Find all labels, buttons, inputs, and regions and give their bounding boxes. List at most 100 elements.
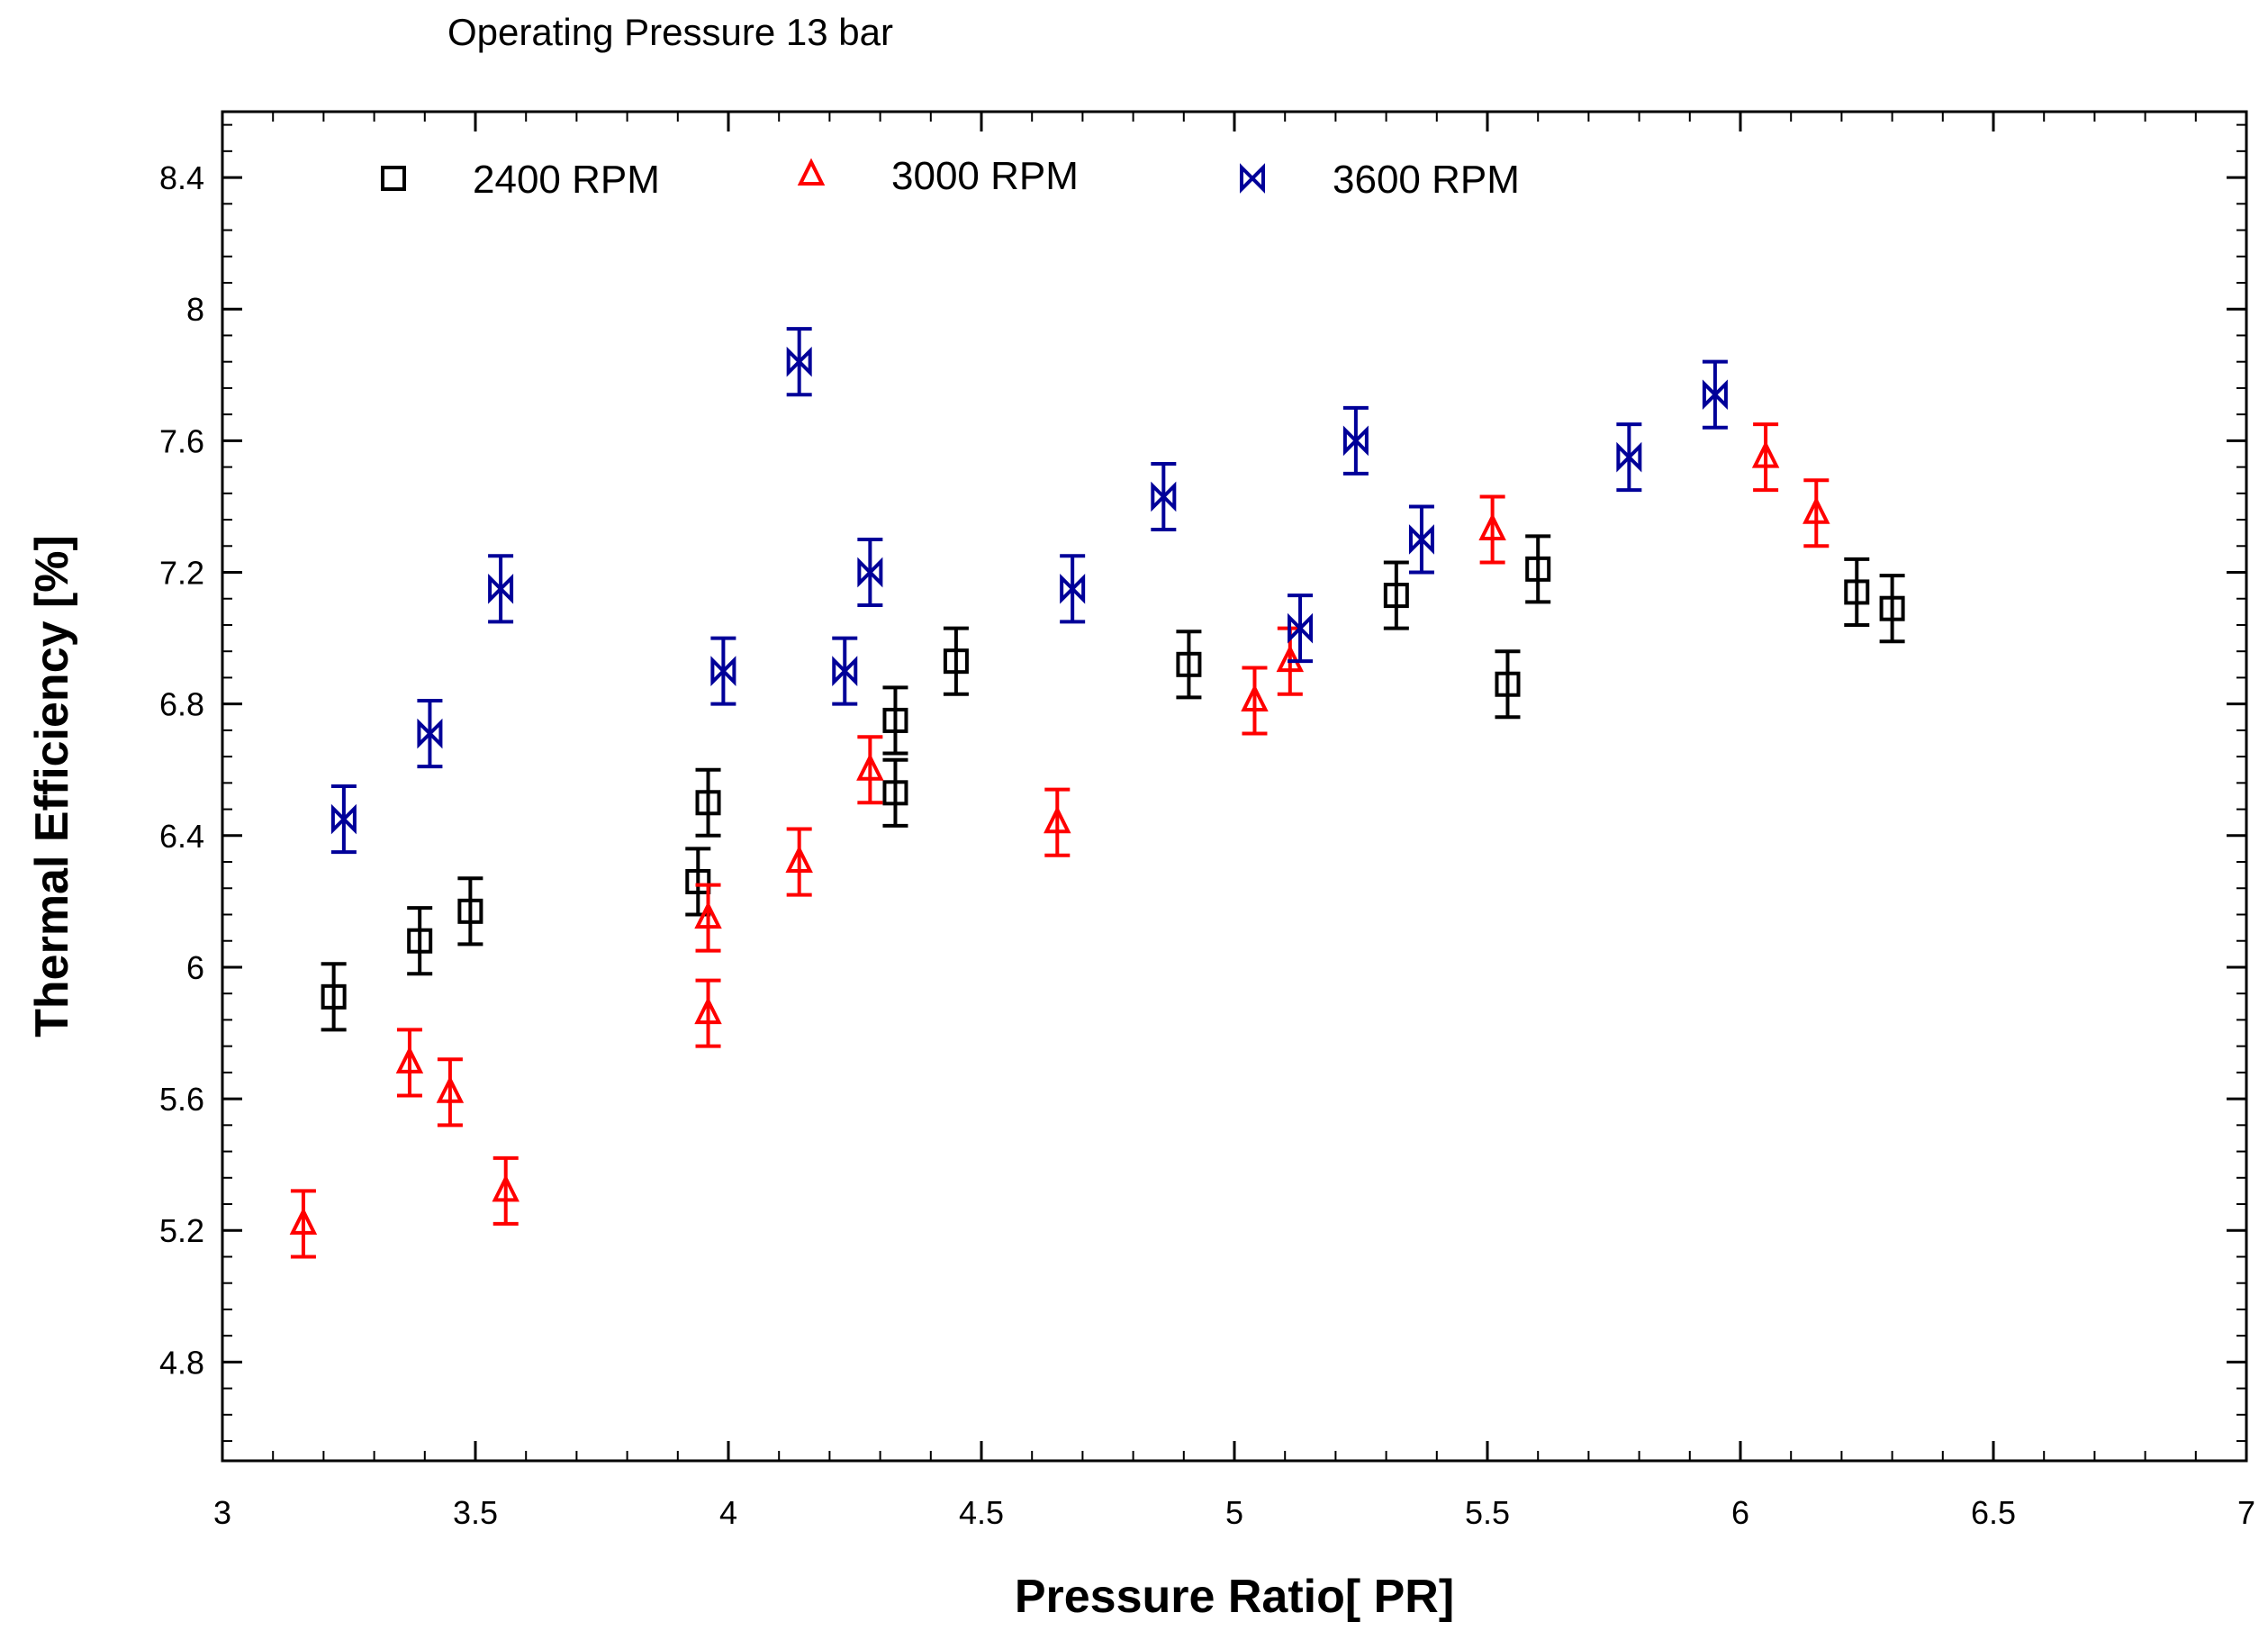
data-point: [1151, 461, 1177, 532]
x-tick-label: 4: [719, 1494, 737, 1531]
data-point: [1751, 422, 1780, 493]
data-point: [330, 784, 357, 855]
series-3600-rpm: [330, 327, 1728, 855]
y-tick-label: 6: [186, 949, 204, 986]
data-point: [943, 626, 969, 696]
y-tick-label: 5.2: [159, 1212, 204, 1249]
y-tick-label: 7.6: [159, 422, 204, 459]
marker-square: [685, 868, 711, 894]
y-tick-label: 6.8: [159, 686, 204, 723]
data-point: [1342, 405, 1369, 476]
marker-triangle: [395, 1046, 424, 1074]
data-point: [695, 767, 721, 838]
data-point: [1525, 534, 1551, 604]
data-point: [685, 847, 711, 917]
series-2400-rpm: [321, 534, 1905, 1032]
data-point: [856, 735, 884, 805]
x-tick-label: 3.5: [453, 1494, 498, 1531]
x-axis: 3 3.5 4 4.5 5 5.5 6 6.5 7: [213, 112, 2255, 1531]
legend-marker-triangle: [797, 158, 826, 186]
marker-hourglass: [1060, 573, 1086, 604]
marker-hourglass: [1616, 441, 1642, 473]
y-tick-label: 7.2: [159, 555, 204, 592]
data-point: [1803, 478, 1830, 548]
legend-marker-square: [381, 166, 406, 191]
x-tick-label: 6.5: [1971, 1494, 2016, 1531]
legend-label: 3000 RPM: [891, 154, 1079, 198]
marker-hourglass: [488, 573, 514, 604]
marker-triangle: [1803, 496, 1830, 524]
data-point: [694, 883, 722, 953]
marker-triangle: [1044, 805, 1071, 834]
marker-hourglass: [1151, 481, 1177, 512]
marker-square: [882, 780, 908, 806]
data-point: [832, 636, 858, 706]
data-point: [492, 1155, 520, 1226]
marker-square: [1495, 671, 1521, 697]
marker-square: [457, 898, 483, 924]
y-tick-label: 4.8: [159, 1344, 204, 1381]
marker-square: [1525, 556, 1551, 582]
x-tick-label: 3: [213, 1494, 231, 1531]
y-tick-label: 8: [186, 291, 204, 328]
data-point: [1844, 557, 1870, 627]
data-point: [1478, 494, 1506, 565]
marker-hourglass: [1702, 379, 1728, 411]
marker-square: [1879, 595, 1905, 621]
marker-triangle: [1241, 684, 1269, 712]
marker-hourglass: [832, 656, 858, 686]
y-axis: 4.8 5.2 5.6 6 6.4 6.8 7.2 7.6 8 8.4: [159, 123, 2246, 1443]
data-point: [457, 876, 483, 947]
marker-square: [1844, 579, 1870, 605]
data-point: [1495, 649, 1521, 720]
marker-triangle: [289, 1207, 318, 1235]
x-tick-label: 4.5: [959, 1494, 1004, 1531]
data-point: [1383, 560, 1409, 630]
x-tick-label: 6: [1731, 1494, 1749, 1531]
data-point: [882, 685, 908, 756]
legend-label: 3600 RPM: [1333, 158, 1520, 202]
legend-item: 3600 RPM: [1240, 158, 1520, 202]
data-point: [1176, 630, 1202, 700]
marker-hourglass: [1408, 524, 1434, 555]
marker-square: [407, 928, 433, 954]
data-point: [882, 757, 908, 828]
data-point: [857, 537, 883, 608]
y-tick-label: 6.4: [159, 818, 204, 855]
data-point: [488, 554, 514, 624]
marker-hourglass: [710, 656, 736, 686]
marker-triangle: [785, 845, 813, 874]
chart-title: Operating Pressure 13 bar: [447, 11, 893, 53]
marker-hourglass: [857, 557, 883, 588]
series-3000-rpm: [289, 422, 1830, 1259]
data-point: [289, 1189, 318, 1259]
legend-item: 2400 RPM: [381, 158, 660, 202]
marker-triangle: [1478, 512, 1506, 541]
data-point: [1879, 574, 1905, 644]
marker-hourglass: [1342, 425, 1369, 457]
marker-square: [321, 983, 347, 1010]
x-tick-label: 7: [2237, 1494, 2255, 1531]
marker-hourglass: [417, 718, 443, 749]
data-point: [710, 636, 736, 706]
marker-square: [1176, 651, 1202, 677]
marker-square: [882, 707, 908, 733]
legend-item: 3000 RPM: [797, 154, 1079, 198]
marker-triangle: [856, 753, 884, 781]
marker-square: [1383, 583, 1409, 609]
x-tick-label: 5: [1225, 1494, 1243, 1531]
data-point: [1241, 666, 1269, 736]
legend: 2400 RPM 3000 RPM 3600 RPM: [381, 154, 1520, 202]
marker-hourglass: [330, 803, 357, 835]
y-axis-title: Thermal Efficiency [%]: [26, 535, 78, 1037]
marker-triangle: [436, 1075, 465, 1103]
data-point: [407, 906, 433, 976]
marker-triangle: [492, 1173, 520, 1202]
x-tick-label: 5.5: [1465, 1494, 1510, 1531]
data-point: [1408, 504, 1434, 575]
legend-marker-hourglass: [1240, 163, 1265, 194]
y-tick-label: 5.6: [159, 1081, 204, 1118]
data-point: [786, 327, 812, 397]
